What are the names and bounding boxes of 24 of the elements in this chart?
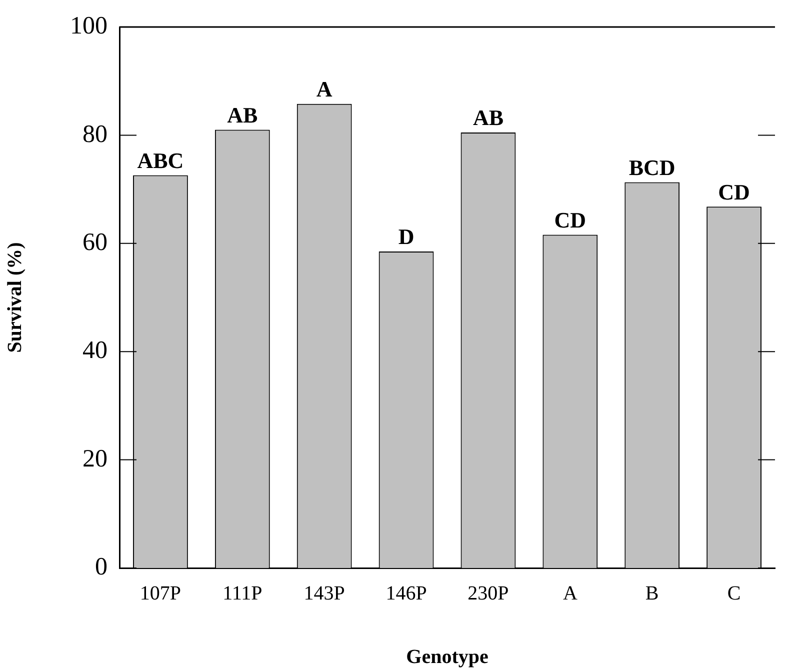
x-tick-label: C [727,582,741,604]
x-tick-label: A [562,582,578,604]
x-tick-label: B [645,582,659,604]
x-tick-label: 107P [140,582,182,604]
x-tick-label: 230P [468,582,509,604]
y-axis-title: Survival (%) [4,242,26,353]
annotation: CD [554,207,586,232]
x-tick-label: 146P [386,582,427,604]
y-tick-label: 0 [95,554,108,581]
y-tick-label: 60 [82,228,108,256]
annotation: CD [718,179,750,204]
y-tick-label: 20 [82,445,108,472]
annotation: AB [227,102,258,128]
annotation: A [316,76,332,102]
y-tick-label: 40 [82,337,108,364]
annotation: AB [472,105,504,130]
annotation: BCD [628,154,676,180]
y-tick-label: 100 [70,12,108,40]
x-axis-title: Genotype [406,646,488,668]
x-tick-label: 111P [222,582,262,604]
annotation: D [398,224,414,250]
y-tick-label: 80 [82,120,108,148]
annotation: ABC [137,148,184,173]
x-tick-label: 143P [304,582,345,604]
